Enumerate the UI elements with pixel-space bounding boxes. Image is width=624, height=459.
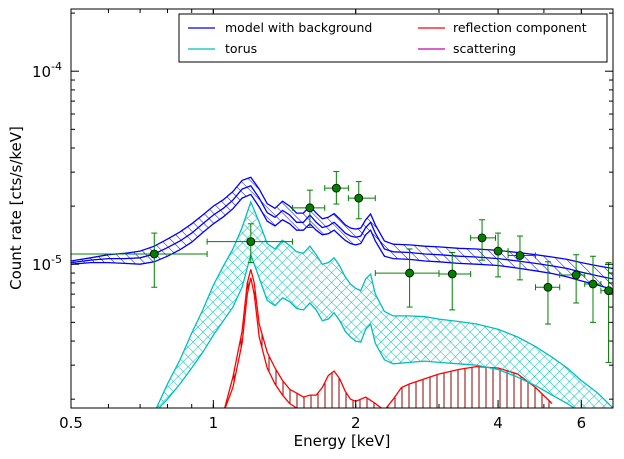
y-tick-exponent: -4	[51, 60, 62, 73]
legend-label: torus	[225, 41, 257, 56]
torus-lower-line	[158, 252, 576, 408]
legend: model with background reflection componen…	[178, 13, 608, 63]
y-tick-base: 10	[32, 256, 51, 274]
y-tick-exponent: -5	[51, 253, 62, 266]
data-point	[374, 248, 440, 308]
model-series	[71, 176, 613, 291]
model-lower-line	[71, 193, 613, 291]
data-point	[493, 232, 509, 278]
data-point-marker	[477, 233, 487, 243]
data-point-marker	[405, 268, 414, 278]
data-point	[470, 219, 496, 261]
data-point	[600, 262, 613, 363]
data-point	[438, 252, 472, 311]
x-tick-label: 2	[351, 414, 361, 432]
model-band	[71, 177, 613, 290]
data-point	[535, 261, 561, 325]
data-point	[206, 223, 293, 264]
x-tick-label: 1	[209, 414, 219, 432]
data-point	[507, 235, 537, 281]
legend-entry: torus	[188, 41, 257, 56]
data-point-marker	[571, 270, 581, 280]
data-point	[324, 171, 349, 205]
legend-label: reflection component	[453, 20, 587, 35]
legend-frame	[178, 13, 608, 63]
data-point-marker	[331, 183, 341, 193]
data-point-marker	[588, 279, 598, 289]
data-point-marker	[354, 193, 364, 203]
reflection-band	[224, 269, 552, 408]
data-point-marker	[543, 282, 553, 292]
data-point-marker	[515, 251, 525, 260]
data-point-marker	[493, 246, 503, 256]
data-point-marker	[149, 249, 159, 259]
y-tick-label: 10-5	[32, 253, 62, 274]
reflection-lower-line	[224, 277, 299, 408]
data-point-marker	[604, 286, 613, 296]
data-point	[584, 255, 602, 323]
data-point	[71, 232, 208, 288]
data-points	[71, 171, 613, 363]
data-point	[559, 254, 586, 304]
x-tick-label: 6	[577, 414, 587, 432]
x-tick-label: 0.5	[59, 414, 83, 432]
y-axis-label: Count rate [cts/s/keV]	[7, 126, 25, 290]
y-tick-base: 10	[32, 63, 51, 81]
legend-label: scattering	[453, 41, 516, 56]
legend-entry: reflection component	[418, 20, 587, 35]
reflection-upper-line	[224, 269, 553, 408]
data-point	[291, 189, 326, 228]
legend-label: model with background	[225, 20, 372, 35]
plot-area	[71, 171, 613, 408]
data-point	[347, 181, 376, 220]
legend-entry: model with background	[188, 20, 372, 35]
axis-ticks: 0.5 1 2 4 610-510-4	[32, 9, 614, 432]
torus-band	[156, 202, 613, 408]
data-point-marker	[447, 269, 457, 279]
model-upper-line	[71, 176, 613, 270]
legend-entry: scattering	[418, 41, 516, 56]
y-tick-label: 10-4	[32, 60, 62, 81]
data-point-marker	[246, 237, 256, 247]
x-axis-label: Energy [keV]	[294, 432, 391, 450]
data-point-marker	[305, 203, 315, 213]
plot-frame	[70, 8, 614, 409]
model-mid-line	[71, 185, 613, 280]
x-tick-label: 4	[493, 414, 503, 432]
reflection-series	[224, 269, 553, 408]
